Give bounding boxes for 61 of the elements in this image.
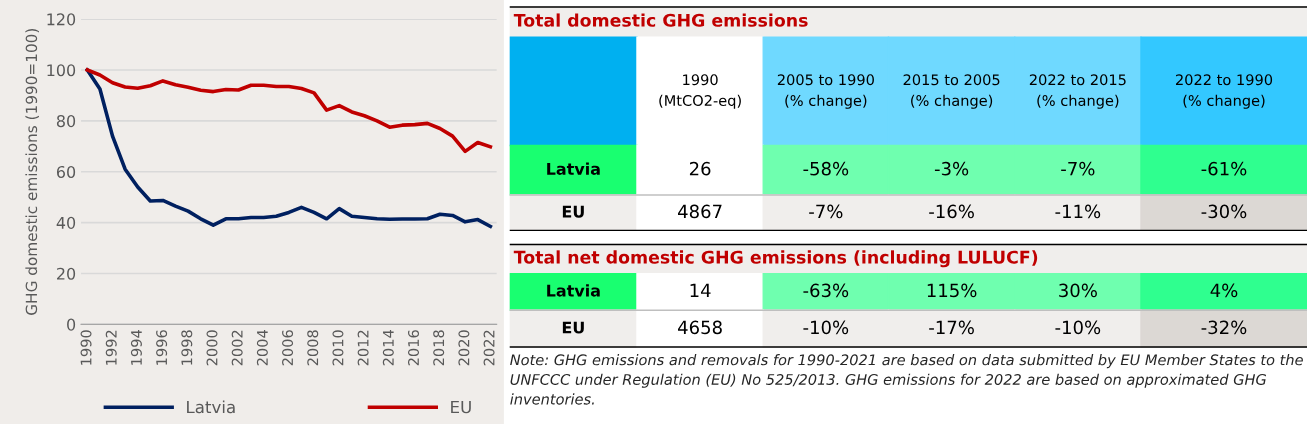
x-tick-label: 2014 — [382, 330, 394, 366]
y-tick-label: 60 — [56, 165, 76, 179]
y-tick-label: 0 — [67, 318, 76, 331]
y-tick-label: 120 — [47, 13, 76, 26]
x-tick-label: 2018 — [433, 330, 445, 366]
category-label: 1990 (MtCO2-eq) — [659, 74, 741, 109]
text: -32% — [1201, 320, 1247, 335]
x-tick-label: 1998 — [181, 330, 193, 365]
text: 4867 — [678, 204, 722, 219]
category-label: 2015 to 2005 (% change) — [903, 74, 1000, 109]
text: -3% — [934, 161, 969, 176]
y-axis-title: GHG domestic emissions (1990=100) — [25, 28, 39, 315]
text: -10% — [803, 320, 849, 335]
text: Note: GHG emissions and removals for 1990-2021 are based on data submitted by EU Member States to the UNFCCC under Regulation (EU) No 525/2013. GHG emissions for 2022 are based on approximated GHG inventories. — [510, 354, 1303, 405]
category-label: Latvia — [547, 284, 600, 297]
text: -16% — [929, 204, 974, 219]
x-tick-label: 1990 — [80, 330, 92, 365]
text: 4% — [1210, 283, 1238, 298]
category-label: 2022 to 2015 (% change) — [1029, 74, 1126, 109]
category-label: EU — [562, 205, 584, 218]
x-tick-label: 2008 — [307, 330, 319, 366]
text: -61% — [1201, 161, 1247, 176]
text: -10% — [1055, 320, 1101, 335]
x-tick-label: 2016 — [407, 330, 420, 366]
y-tick-label: 40 — [56, 216, 76, 229]
text: Total domestic GHG emissions — [513, 13, 808, 27]
x-tick-label: 2000 — [206, 330, 218, 366]
category-label: 2022 to 1990 (% change) — [1175, 74, 1273, 109]
text: -30% — [1201, 204, 1247, 219]
y-tick-label: 20 — [57, 267, 76, 280]
line-series — [85, 68, 493, 229]
category-label: Latvia — [547, 162, 600, 175]
category-label: 2005 to 1990 (% change) — [777, 74, 874, 109]
text: -17% — [929, 320, 974, 335]
text: 14 — [690, 283, 711, 297]
x-tick-label: 1994 — [130, 330, 142, 365]
text: -7% — [809, 204, 843, 219]
x-tick-label: 2012 — [357, 330, 369, 366]
x-tick-label: 1992 — [105, 330, 117, 365]
text: 30% — [1059, 283, 1097, 298]
text: 26 — [689, 161, 711, 176]
text: 4658 — [678, 320, 722, 335]
line-series — [85, 68, 493, 154]
text: -11% — [1055, 204, 1101, 219]
legend-label: EU — [451, 400, 471, 414]
x-tick-label: 2022 — [483, 330, 495, 366]
x-tick-label: 2002 — [231, 330, 243, 366]
x-tick-label: 1996 — [156, 330, 168, 365]
x-tick-label: 2020 — [458, 330, 470, 366]
y-tick-label: 100 — [47, 64, 76, 77]
text: -58% — [803, 161, 849, 176]
category-label: EU — [562, 321, 584, 334]
text: -63% — [803, 283, 849, 298]
y-tick-label: 80 — [56, 115, 76, 128]
text: -7% — [1061, 161, 1095, 176]
text: 115% — [927, 283, 977, 298]
x-tick-label: 2010 — [332, 330, 344, 366]
x-tick-label: 2004 — [256, 330, 268, 366]
legend-label: Latvia — [187, 400, 235, 414]
x-tick-label: 2006 — [282, 330, 294, 366]
text: Total net domestic GHG emissions (including LULUCF) — [513, 250, 1038, 268]
